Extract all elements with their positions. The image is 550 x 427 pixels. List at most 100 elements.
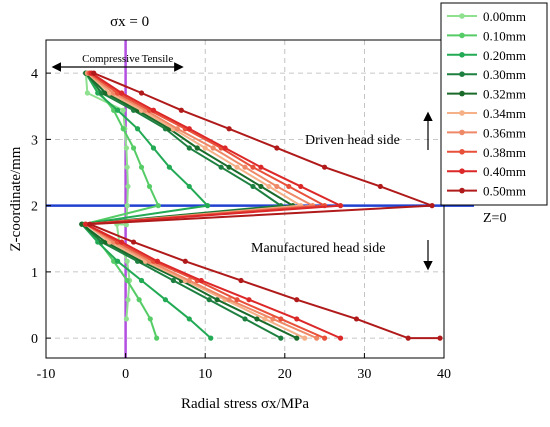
- data-point: [138, 90, 145, 96]
- data-point: [123, 222, 129, 228]
- legend-item: 0.00mm: [447, 9, 526, 24]
- data-point: [294, 316, 300, 322]
- data-point: [246, 297, 252, 303]
- data-point: [150, 107, 157, 113]
- data-point: [274, 145, 280, 151]
- data-point: [202, 145, 208, 151]
- legend-label: 0.40mm: [483, 164, 526, 179]
- x-tick-label: 40: [437, 367, 451, 382]
- data-point: [79, 221, 85, 227]
- data-point: [146, 183, 153, 190]
- legend-label: 0.10mm: [483, 28, 526, 43]
- data-point: [218, 164, 224, 170]
- data-point: [302, 335, 308, 341]
- data-point: [124, 277, 130, 284]
- y-axis-title: Z-coordinate/mm: [8, 146, 24, 251]
- data-point: [206, 297, 212, 303]
- y-tick-label: 4: [31, 67, 38, 82]
- data-point: [353, 316, 360, 322]
- data-point: [314, 335, 320, 341]
- data-point: [270, 316, 276, 322]
- data-point: [186, 183, 192, 190]
- z-zero-label: Z=0: [483, 211, 506, 226]
- data-point: [322, 164, 328, 170]
- data-point: [186, 126, 192, 132]
- data-point: [226, 164, 232, 170]
- data-point: [377, 183, 383, 190]
- legend-label: 0.34mm: [483, 106, 526, 121]
- data-point: [130, 239, 137, 245]
- data-point: [186, 145, 192, 151]
- data-point: [154, 258, 161, 264]
- data-point: [125, 297, 131, 303]
- data-point: [138, 164, 145, 170]
- data-point: [84, 90, 90, 96]
- data-point: [250, 183, 256, 190]
- data-point: [130, 145, 137, 151]
- legend-label: 0.36mm: [483, 125, 526, 140]
- data-point: [125, 183, 131, 190]
- data-point: [170, 277, 176, 284]
- data-point: [210, 145, 216, 151]
- data-point: [322, 335, 328, 341]
- series-layer: [79, 70, 443, 341]
- data-point: [405, 335, 411, 341]
- data-point: [134, 126, 141, 132]
- legend-item: 0.40mm: [447, 164, 526, 179]
- data-point: [337, 335, 344, 341]
- data-point: [147, 316, 153, 322]
- legend-swatch-marker: [459, 90, 465, 97]
- legend-swatch-marker: [459, 110, 465, 116]
- data-point: [166, 164, 172, 170]
- x-tick-label: 0: [122, 367, 129, 382]
- data-point: [182, 258, 188, 264]
- data-point: [194, 145, 200, 151]
- data-point: [226, 126, 232, 132]
- x-tick-label: 20: [278, 367, 292, 382]
- data-point: [294, 335, 300, 341]
- legend-swatch-marker: [459, 13, 465, 19]
- legend-swatch-marker: [459, 71, 465, 77]
- data-point: [294, 297, 300, 303]
- y-tick-label: 3: [31, 133, 38, 148]
- data-point: [204, 203, 211, 209]
- series-0.50mm: [87, 70, 443, 341]
- legend-label: 0.38mm: [483, 145, 526, 160]
- data-point: [136, 297, 142, 303]
- legend-swatch-marker: [459, 187, 465, 194]
- sigma-zero-label: σx = 0: [110, 14, 149, 30]
- legend-swatch-marker: [459, 168, 465, 174]
- legend-label: 0.20mm: [483, 48, 526, 63]
- data-point: [120, 126, 126, 132]
- data-point: [222, 145, 228, 151]
- data-point: [154, 335, 160, 341]
- data-point: [123, 316, 129, 322]
- data-point: [115, 258, 121, 264]
- data-point: [119, 90, 125, 96]
- data-point: [242, 316, 248, 322]
- data-point: [266, 183, 272, 190]
- legend-label: 0.32mm: [483, 87, 526, 102]
- data-point: [123, 145, 129, 151]
- compressive-label: Compressive: [82, 53, 140, 65]
- axis-ticks: -10 0 10 20 30 40 0 1 2 3 4: [31, 67, 451, 382]
- y-tick-label: 2: [31, 200, 38, 215]
- data-point: [186, 277, 192, 284]
- reference-lines: [46, 40, 474, 358]
- x-tick-label: 10: [198, 367, 212, 382]
- data-point: [115, 107, 121, 113]
- data-point: [298, 183, 304, 190]
- data-point: [278, 335, 284, 341]
- legend-item: 0.38mm: [447, 145, 526, 160]
- manufactured-head-side-label: Manufactured head side: [251, 241, 386, 256]
- data-point: [238, 277, 244, 284]
- legend-swatch-marker: [459, 129, 465, 136]
- data-point: [258, 183, 264, 190]
- legend-label: 0.50mm: [483, 184, 526, 199]
- data-point: [138, 277, 145, 284]
- legend-item: 0.20mm: [447, 48, 526, 63]
- data-point: [234, 164, 240, 170]
- legend-item: 0.34mm: [447, 106, 526, 121]
- x-axis-title: Radial stress σx/MPa: [181, 396, 309, 412]
- data-point: [178, 107, 184, 113]
